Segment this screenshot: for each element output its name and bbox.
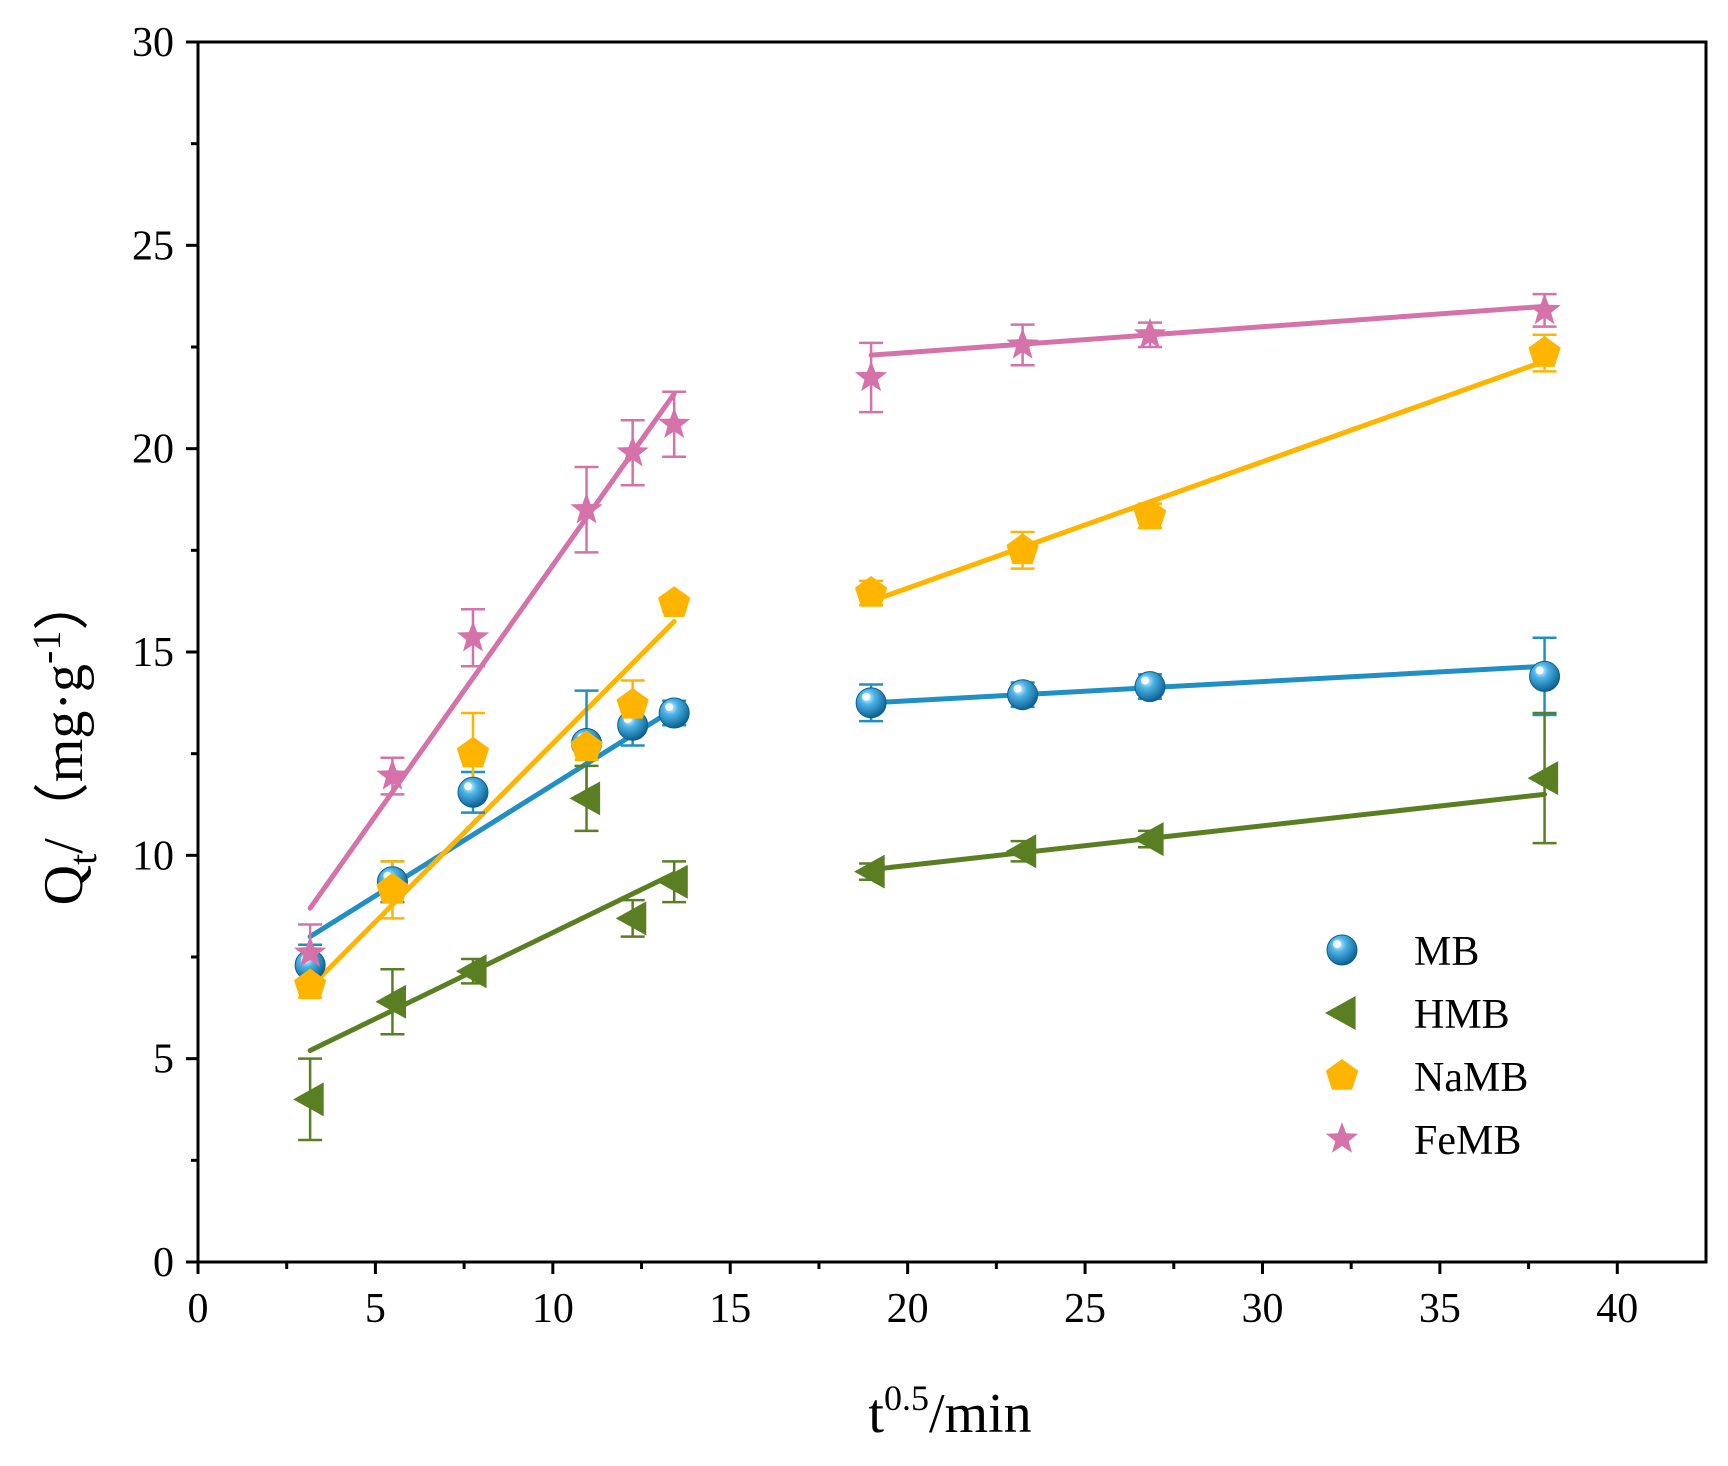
point-hmb (1132, 822, 1164, 857)
legend-label-hmb: HMB (1414, 992, 1510, 1038)
point-femb (376, 759, 409, 790)
x-tick-label: 15 (709, 1286, 751, 1332)
point-femb (1133, 317, 1167, 349)
legend-label-mb: MB (1414, 929, 1479, 975)
legend-marker-hmb (1325, 996, 1356, 1030)
point-namb (294, 968, 327, 1000)
y-tick-label: 20 (132, 427, 174, 473)
x-tick-label: 10 (532, 1286, 574, 1332)
x-tick-label: 25 (1064, 1286, 1106, 1332)
point-namb (1528, 336, 1561, 367)
fit-line-hmb (868, 791, 1548, 873)
y-tick-label: 25 (132, 223, 174, 269)
marker-body (1326, 934, 1358, 966)
marker-body (1529, 660, 1561, 692)
point-hmb (854, 854, 885, 889)
legend: MB HMB NaMB FeMB (1325, 929, 1528, 1164)
marker-highlight (665, 703, 674, 711)
legend-marker-mb (1326, 934, 1358, 966)
x-tick-label: 40 (1596, 1286, 1638, 1332)
point-hmb (375, 984, 407, 1019)
point-hmb (1527, 761, 1559, 796)
point-namb (570, 730, 603, 762)
y-tick-label: 5 (153, 1037, 174, 1083)
point-namb (658, 586, 691, 617)
fit-line-mb (868, 663, 1548, 706)
legend-marker-namb (1325, 1059, 1359, 1090)
point-namb (616, 687, 649, 719)
marker-body (855, 687, 887, 719)
legend-marker-femb (1325, 1122, 1359, 1153)
point-femb (570, 492, 603, 524)
point-hmb (455, 954, 487, 989)
point-namb (854, 576, 888, 607)
point-femb (1528, 293, 1561, 325)
fit-lines (307, 303, 1548, 1054)
point-femb (294, 935, 327, 967)
marker-highlight (1013, 684, 1022, 693)
point-femb (616, 435, 649, 467)
point-mb (1134, 671, 1166, 703)
point-mb (1007, 679, 1039, 711)
point-mb (1529, 660, 1561, 692)
fit-line-namb (868, 358, 1548, 604)
y-tick-label: 0 (153, 1240, 174, 1286)
point-femb (854, 360, 888, 392)
fit-line-hmb (307, 871, 677, 1054)
x-tick-label: 30 (1241, 1286, 1283, 1332)
fit-line-femb (307, 391, 677, 911)
data-points (293, 293, 1561, 1117)
legend-label-femb: FeMB (1414, 1118, 1521, 1164)
point-hmb (569, 781, 601, 816)
point-femb (456, 620, 490, 652)
x-tick-label: 0 (188, 1286, 209, 1332)
x-tick-label: 35 (1419, 1286, 1461, 1332)
fit-line-femb (868, 303, 1548, 358)
y-tick-label: 15 (132, 630, 174, 676)
error-bars (298, 292, 1557, 1142)
marker-body (1134, 671, 1166, 703)
point-mb (658, 697, 690, 729)
y-tick-label: 30 (132, 20, 174, 66)
x-tick-label: 20 (887, 1286, 929, 1332)
marker-body (457, 776, 489, 808)
marker-body (1007, 679, 1039, 711)
point-namb (1133, 498, 1167, 530)
marker-highlight (463, 782, 472, 791)
x-axis-label: t0.5/min (868, 1378, 1031, 1445)
marker-body (658, 697, 690, 729)
legend-label-namb: NaMB (1414, 1055, 1528, 1101)
point-hmb (657, 864, 688, 899)
point-hmb (615, 901, 647, 936)
point-femb (1006, 328, 1039, 359)
point-namb (1006, 533, 1039, 565)
point-mb (457, 776, 489, 808)
marker-highlight (1140, 676, 1149, 685)
marker-highlight (862, 692, 871, 701)
marker-highlight (1333, 940, 1341, 948)
point-hmb (293, 1082, 324, 1117)
point-femb (658, 407, 691, 438)
x-tick-label: 5 (365, 1286, 386, 1332)
point-mb (855, 687, 887, 719)
fit-line-mb (307, 706, 677, 940)
y-tick-label: 10 (132, 833, 174, 879)
point-namb (456, 736, 490, 768)
y-axis-label: Qt/（mg·g-1） (24, 575, 105, 906)
marker-highlight (1535, 666, 1544, 675)
point-hmb (1005, 834, 1037, 869)
point-namb (376, 872, 409, 904)
fit-line-namb (307, 619, 677, 990)
axis-ticks: 0 5 10 15 20 25 30 35 40 0 5 10 15 20 25 30 (132, 20, 1638, 1332)
